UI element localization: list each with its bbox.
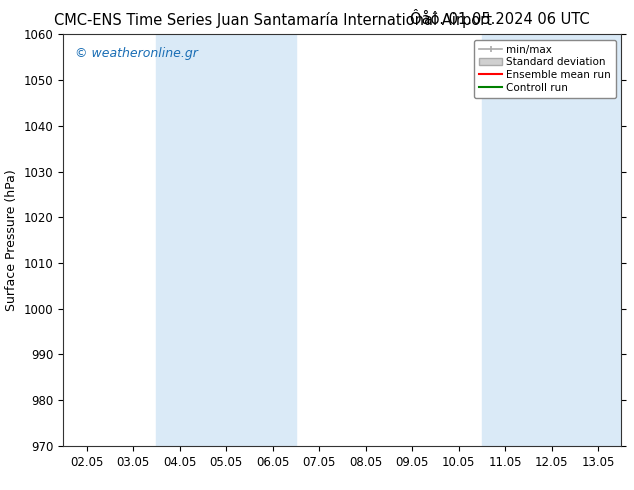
Text: © weatheronline.gr: © weatheronline.gr (75, 47, 197, 60)
Bar (157, 34, 296, 446)
Bar (482, 34, 621, 446)
Text: Ôåô. 01.05.2024 06 UTC: Ôåô. 01.05.2024 06 UTC (410, 12, 590, 27)
Text: CMC-ENS Time Series Juan Santamaría International Airport: CMC-ENS Time Series Juan Santamaría Inte… (54, 12, 491, 28)
Legend: min/max, Standard deviation, Ensemble mean run, Controll run: min/max, Standard deviation, Ensemble me… (474, 40, 616, 98)
Y-axis label: Surface Pressure (hPa): Surface Pressure (hPa) (5, 169, 18, 311)
